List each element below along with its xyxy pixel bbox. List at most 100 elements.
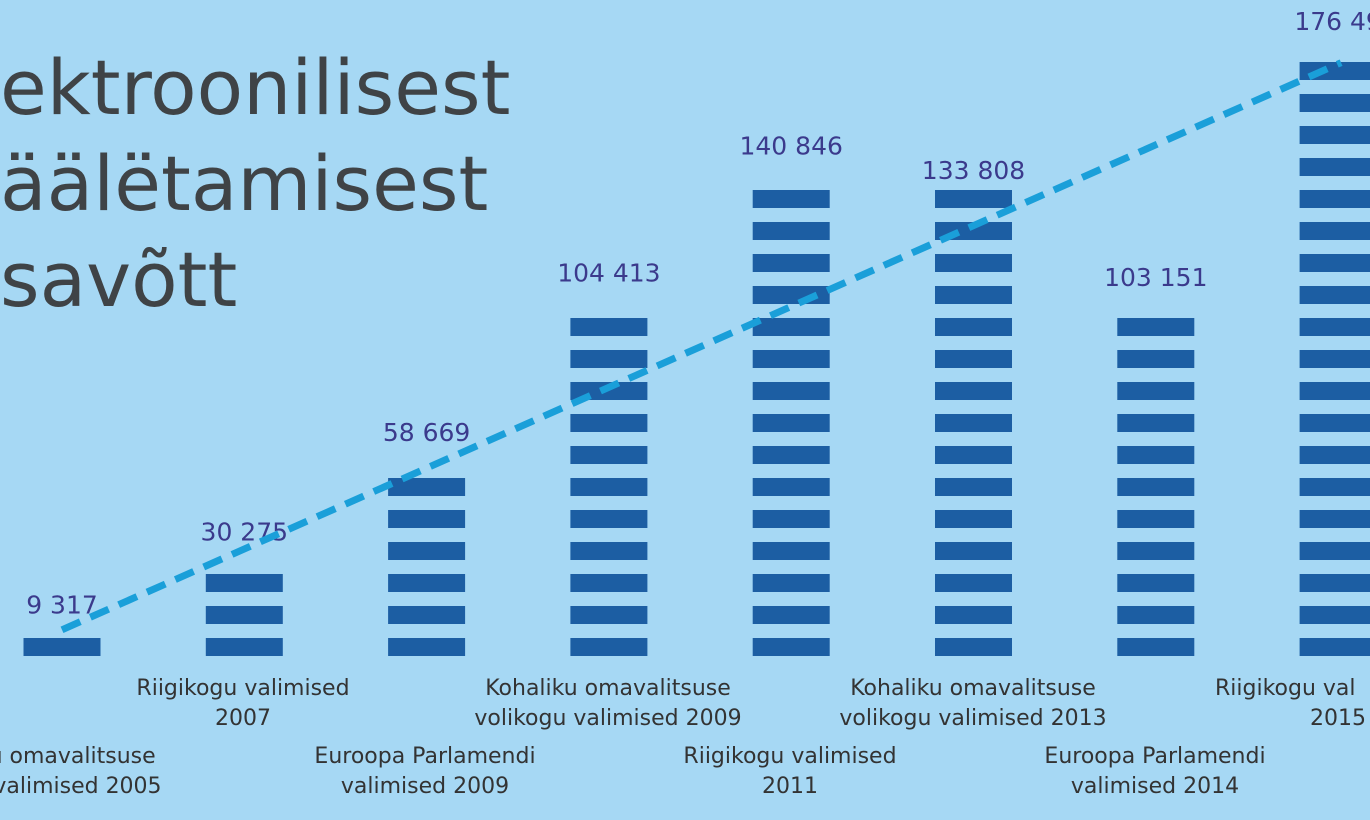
bar-stripe	[570, 542, 648, 560]
bar-stripe	[1299, 350, 1370, 368]
bar-stripe	[752, 638, 830, 656]
bar-stripe	[752, 254, 830, 272]
bar-stripe	[752, 382, 830, 400]
bar	[23, 638, 101, 656]
chart-title: ektroonilisest äälëtamisest savõtt	[0, 40, 510, 328]
bar-stripe	[1299, 254, 1370, 272]
title-line-2: äälëtamisest	[0, 139, 489, 228]
bar	[935, 190, 1012, 656]
category-label-2015: Riigikogu val 2015	[1215, 676, 1366, 731]
bar-stripe	[1117, 382, 1195, 400]
bar-stripe	[1299, 542, 1370, 560]
value-label: 140 846	[740, 131, 843, 160]
bar-stripe	[935, 190, 1012, 208]
category-label-2005: liku omavalitsusegu valimised 2005	[0, 744, 162, 799]
bar-stripe	[1117, 542, 1195, 560]
bar-stripe	[935, 254, 1012, 272]
bar-stripe	[1117, 318, 1195, 336]
bar-stripe	[1299, 478, 1370, 496]
bar-stripe	[752, 606, 830, 624]
bar	[388, 478, 466, 656]
bar-stripe	[570, 638, 648, 656]
bar-stripe	[205, 606, 283, 624]
bar-stripe	[570, 478, 648, 496]
value-label: 104 413	[557, 259, 660, 288]
bar-stripe	[388, 478, 466, 496]
bar	[1117, 318, 1195, 656]
bar-stripe	[23, 638, 101, 656]
bar-stripe	[1299, 606, 1370, 624]
bar-stripe	[388, 638, 466, 656]
category-label-2013: Kohaliku omavalitsuse volikogu valimised …	[839, 676, 1107, 731]
bar-stripe	[752, 286, 830, 304]
bar-stripe	[752, 446, 830, 464]
bar-stripe	[1117, 574, 1195, 592]
bar-stripe	[1117, 478, 1195, 496]
bar-stripe	[752, 414, 830, 432]
bar-stripe	[570, 318, 648, 336]
bar-stripe	[570, 574, 648, 592]
bar-stripe	[935, 574, 1012, 592]
bar-stripe	[1299, 222, 1370, 240]
bar-stripe	[205, 638, 283, 656]
bar-stripe	[935, 382, 1012, 400]
bar-stripe	[752, 350, 830, 368]
value-label: 58 669	[383, 418, 470, 447]
bar-stripe	[935, 286, 1012, 304]
bar-stripe	[205, 574, 283, 592]
bar-stripe	[935, 542, 1012, 560]
category-label-2007: Riigikogu valimised 2007	[136, 676, 350, 731]
bar-stripe	[388, 510, 466, 528]
value-label: 133 808	[922, 156, 1025, 185]
value-label: 30 275	[201, 517, 288, 546]
bar-stripe	[1299, 318, 1370, 336]
bar-stripe	[388, 542, 466, 560]
bar-stripe	[1299, 510, 1370, 528]
bar-stripe	[1299, 158, 1370, 176]
bar-stripe	[752, 478, 830, 496]
bar-stripe	[1299, 126, 1370, 144]
bar	[1299, 62, 1370, 656]
bar-stripe	[752, 222, 830, 240]
bar-stripe	[1117, 446, 1195, 464]
bar-stripe	[570, 414, 648, 432]
category-label-2009-ep: Euroopa Parlamendi valimised 2009	[314, 744, 536, 799]
bar-stripe	[1299, 414, 1370, 432]
bar-stripe	[935, 414, 1012, 432]
bar-stripe	[570, 350, 648, 368]
bar-stripe	[752, 574, 830, 592]
bar-stripe	[752, 318, 830, 336]
bar-stripe	[1299, 94, 1370, 112]
category-label-2011: Riigikogu valimised 2011	[683, 744, 897, 799]
bar-stripe	[1299, 638, 1370, 656]
bar-stripe	[935, 478, 1012, 496]
bar-stripe	[935, 606, 1012, 624]
bar-stripe	[1299, 382, 1370, 400]
bar-stripe	[935, 350, 1012, 368]
title-line-3: savõtt	[0, 235, 238, 324]
bar-stripe	[935, 638, 1012, 656]
bar-stripe	[570, 510, 648, 528]
value-label: 9 317	[26, 590, 98, 619]
bar-stripe	[1299, 286, 1370, 304]
category-label-2014: Euroopa Parlamendi valimised 2014	[1044, 744, 1266, 799]
bar-stripe	[1117, 638, 1195, 656]
bar-stripe	[752, 510, 830, 528]
bar-stripe	[388, 574, 466, 592]
bar	[205, 574, 283, 656]
bar-stripe	[1299, 574, 1370, 592]
value-label: 176 49	[1294, 7, 1370, 36]
bar-stripe	[1117, 510, 1195, 528]
bar	[752, 190, 830, 656]
bar-stripe	[935, 510, 1012, 528]
bar-stripe	[935, 318, 1012, 336]
bar-stripe	[1117, 414, 1195, 432]
bar-stripe	[752, 542, 830, 560]
title-line-1: ektroonilisest	[0, 43, 511, 132]
value-label: 103 151	[1104, 263, 1207, 292]
bar-stripe	[1117, 350, 1195, 368]
bar-stripe	[1117, 606, 1195, 624]
bar	[570, 318, 648, 656]
bar-stripe	[1299, 446, 1370, 464]
